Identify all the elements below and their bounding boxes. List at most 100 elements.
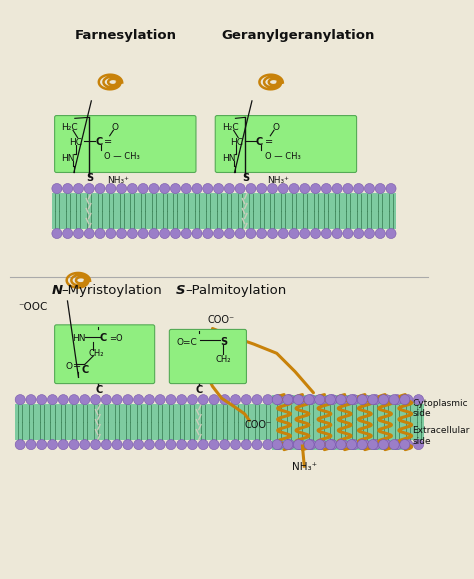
Circle shape [295, 395, 305, 405]
Circle shape [346, 439, 356, 450]
Circle shape [47, 439, 57, 450]
Text: ⁻OOC: ⁻OOC [18, 302, 47, 312]
Circle shape [112, 439, 122, 450]
Circle shape [84, 184, 94, 193]
Text: CH₂: CH₂ [215, 354, 231, 364]
Circle shape [338, 395, 348, 405]
Circle shape [283, 439, 293, 450]
Text: CH₂: CH₂ [89, 349, 104, 358]
Text: H₂C: H₂C [61, 123, 78, 132]
Text: HC: HC [69, 138, 82, 147]
Circle shape [123, 395, 133, 405]
Circle shape [293, 395, 303, 405]
Text: HN: HN [72, 334, 86, 343]
Circle shape [181, 229, 191, 239]
Circle shape [209, 439, 219, 450]
FancyBboxPatch shape [169, 329, 246, 383]
Circle shape [252, 439, 262, 450]
Circle shape [332, 184, 342, 193]
Circle shape [149, 229, 159, 239]
Circle shape [272, 439, 282, 450]
Circle shape [300, 229, 310, 239]
Circle shape [171, 184, 181, 193]
Circle shape [273, 439, 283, 450]
Circle shape [381, 439, 392, 450]
Circle shape [336, 395, 346, 405]
Circle shape [198, 439, 208, 450]
Circle shape [145, 395, 155, 405]
Text: NH₃⁺: NH₃⁺ [267, 177, 290, 185]
Text: HN: HN [222, 155, 235, 163]
Circle shape [203, 184, 213, 193]
Circle shape [128, 184, 137, 193]
Text: O — CH₃: O — CH₃ [104, 152, 140, 161]
Bar [15, 404, 424, 441]
Circle shape [95, 184, 105, 193]
Circle shape [289, 229, 299, 239]
Circle shape [368, 395, 378, 405]
Circle shape [306, 439, 316, 450]
Circle shape [400, 439, 410, 450]
Circle shape [177, 439, 187, 450]
FancyBboxPatch shape [55, 116, 196, 173]
Circle shape [328, 395, 337, 405]
Circle shape [349, 395, 359, 405]
Circle shape [252, 395, 262, 405]
Circle shape [284, 395, 294, 405]
Circle shape [106, 184, 116, 193]
Circle shape [220, 439, 230, 450]
Circle shape [58, 395, 68, 405]
Circle shape [354, 229, 364, 239]
Circle shape [246, 229, 256, 239]
Text: Geranylgeranylation: Geranylgeranylation [222, 30, 375, 42]
Circle shape [386, 229, 396, 239]
Circle shape [230, 395, 241, 405]
Text: COO⁻: COO⁻ [208, 315, 235, 325]
Text: O: O [65, 362, 73, 371]
Circle shape [138, 184, 148, 193]
Circle shape [106, 229, 116, 239]
Circle shape [400, 395, 410, 405]
Circle shape [338, 439, 348, 450]
Circle shape [315, 395, 325, 405]
Circle shape [112, 395, 122, 405]
Text: NH₃⁺: NH₃⁺ [107, 177, 129, 185]
Circle shape [91, 395, 100, 405]
Circle shape [263, 439, 273, 450]
Circle shape [378, 439, 389, 450]
Circle shape [134, 439, 144, 450]
Circle shape [386, 184, 396, 193]
Circle shape [389, 395, 399, 405]
Circle shape [58, 439, 68, 450]
Circle shape [73, 229, 83, 239]
Circle shape [368, 439, 378, 450]
Circle shape [392, 439, 402, 450]
Circle shape [283, 395, 293, 405]
Circle shape [293, 439, 303, 450]
Text: O=C: O=C [177, 338, 198, 347]
Text: S: S [176, 284, 185, 296]
Text: O: O [111, 123, 118, 132]
Text: C: C [196, 385, 203, 395]
Text: =: = [73, 361, 81, 371]
Circle shape [381, 395, 392, 405]
Circle shape [36, 395, 47, 405]
Circle shape [315, 439, 325, 450]
Circle shape [360, 439, 370, 450]
Circle shape [209, 395, 219, 405]
Circle shape [145, 439, 155, 450]
Text: =O: =O [109, 334, 122, 343]
Circle shape [63, 229, 73, 239]
Circle shape [375, 184, 385, 193]
Circle shape [160, 229, 170, 239]
Text: Extracellular
side: Extracellular side [412, 426, 470, 446]
Circle shape [160, 184, 170, 193]
Text: HC: HC [230, 138, 243, 147]
Circle shape [389, 439, 399, 450]
Text: C: C [255, 137, 263, 147]
Circle shape [47, 395, 57, 405]
Text: HN: HN [61, 155, 74, 163]
Circle shape [36, 439, 47, 450]
Circle shape [241, 439, 251, 450]
Circle shape [192, 184, 202, 193]
